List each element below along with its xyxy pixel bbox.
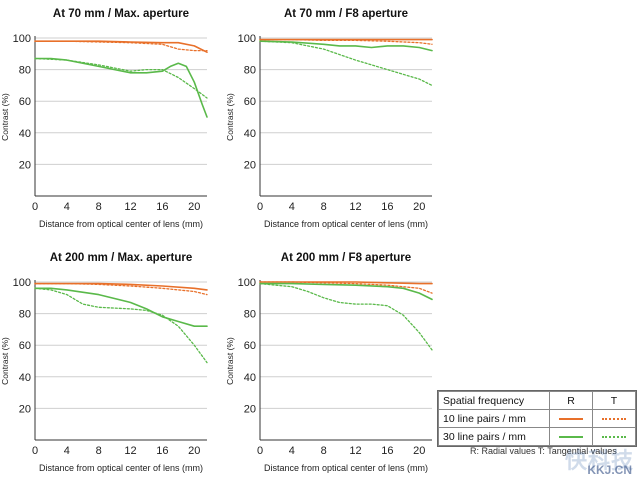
chart4-xtick: 0 xyxy=(257,445,263,457)
chart1-series-4 xyxy=(34,57,208,99)
chart3-xtick: 20 xyxy=(188,445,200,457)
chart4-xlabel: Distance from optical center of lens (mm… xyxy=(264,463,428,473)
chart3-xtick: 12 xyxy=(124,445,136,457)
chart1-xtick: 0 xyxy=(32,201,38,213)
legend-row-10lp: 10 line pairs / mm xyxy=(438,409,550,428)
chart3-ylabel: Contrast (%) xyxy=(0,337,10,385)
legend-col-t: T xyxy=(592,391,636,410)
chart1-series-2 xyxy=(34,40,208,52)
chart2-ytick: 100 xyxy=(238,33,256,45)
chart1-ytick: 20 xyxy=(19,159,31,171)
chart2-series-4 xyxy=(259,40,433,87)
chart4-ytick: 100 xyxy=(238,277,256,289)
chart2-ytick: 20 xyxy=(244,159,256,171)
chart3-series-3 xyxy=(34,287,208,328)
chart2-xtick: 20 xyxy=(413,201,425,213)
legend-swatch-10-t xyxy=(602,417,626,420)
chart1-ytick: 100 xyxy=(13,33,31,45)
chart1-title: At 70 mm / Max. aperture xyxy=(53,8,189,20)
watermark-url: KKJ.CN xyxy=(587,463,632,477)
chart2-ytick: 60 xyxy=(244,96,256,108)
chart3-ytick: 80 xyxy=(19,309,31,321)
chart3-series-2 xyxy=(34,282,208,296)
legend-header: Spatial frequency xyxy=(438,391,550,410)
legend-swatch-30-r xyxy=(559,435,583,438)
chart1-ytick: 40 xyxy=(19,128,31,140)
chart4-ytick: 60 xyxy=(244,340,256,352)
chart2-ytick: 80 xyxy=(244,65,256,77)
chart2-xtick: 12 xyxy=(349,201,361,213)
chart3-xtick: 0 xyxy=(32,445,38,457)
chart1-xtick: 8 xyxy=(96,201,102,213)
chart4-ytick: 20 xyxy=(244,403,256,415)
chart1-ylabel: Contrast (%) xyxy=(0,93,10,141)
chart2-xtick: 0 xyxy=(257,201,263,213)
legend-row-30lp: 30 line pairs / mm xyxy=(438,427,550,446)
chart4-series-4 xyxy=(259,282,433,351)
chart3-ytick: 40 xyxy=(19,372,31,384)
chart2-xtick: 8 xyxy=(321,201,327,213)
chart2-ylabel: Contrast (%) xyxy=(225,93,235,141)
chart2-ytick: 40 xyxy=(244,128,256,140)
chart4-xtick: 16 xyxy=(381,445,393,457)
chart4-series-3 xyxy=(259,282,433,301)
chart3-xtick: 16 xyxy=(156,445,168,457)
legend: Spatial frequency R T 10 line pairs / mm… xyxy=(437,390,637,447)
chart4-xtick: 4 xyxy=(289,445,295,457)
chart4-ytick: 80 xyxy=(244,309,256,321)
watermark: 快科技 xyxy=(564,448,634,473)
chart3-xtick: 8 xyxy=(96,445,102,457)
chart2-series-3 xyxy=(259,40,433,52)
chart1-xtick: 16 xyxy=(156,201,168,213)
chart2-title: At 70 mm / F8 aperture xyxy=(284,8,408,20)
chart3-ytick: 100 xyxy=(13,277,31,289)
chart4-xtick: 12 xyxy=(349,445,361,457)
chart1-ytick: 60 xyxy=(19,96,31,108)
chart1-xtick: 4 xyxy=(64,201,70,213)
legend-swatch-10-r xyxy=(559,417,583,420)
chart4-ytick: 40 xyxy=(244,372,256,384)
chart3-title: At 200 mm / Max. aperture xyxy=(50,252,193,264)
legend-col-r: R xyxy=(549,391,593,410)
chart2-xlabel: Distance from optical center of lens (mm… xyxy=(264,219,428,229)
chart1-ytick: 80 xyxy=(19,65,31,77)
chart3-ytick: 20 xyxy=(19,403,31,415)
chart3-ytick: 60 xyxy=(19,340,31,352)
chart2-series-2 xyxy=(259,38,433,45)
chart3-xtick: 4 xyxy=(64,445,70,457)
chart1-xtick: 12 xyxy=(124,201,136,213)
chart1-series-3 xyxy=(34,57,208,118)
chart4-ylabel: Contrast (%) xyxy=(225,337,235,385)
chart3-xlabel: Distance from optical center of lens (mm… xyxy=(39,463,203,473)
chart1-xtick: 20 xyxy=(188,201,200,213)
chart2-xtick: 16 xyxy=(381,201,393,213)
legend-note: R: Radial values T: Tangential values xyxy=(470,446,617,456)
chart4-series-2 xyxy=(259,281,433,294)
chart1-xlabel: Distance from optical center of lens (mm… xyxy=(39,219,203,229)
chart4-title: At 200 mm / F8 aperture xyxy=(281,252,411,264)
legend-swatch-30-t xyxy=(602,435,626,438)
chart4-xtick: 8 xyxy=(321,445,327,457)
chart2-xtick: 4 xyxy=(289,201,295,213)
chart4-xtick: 20 xyxy=(413,445,425,457)
chart3-series-4 xyxy=(34,287,208,364)
